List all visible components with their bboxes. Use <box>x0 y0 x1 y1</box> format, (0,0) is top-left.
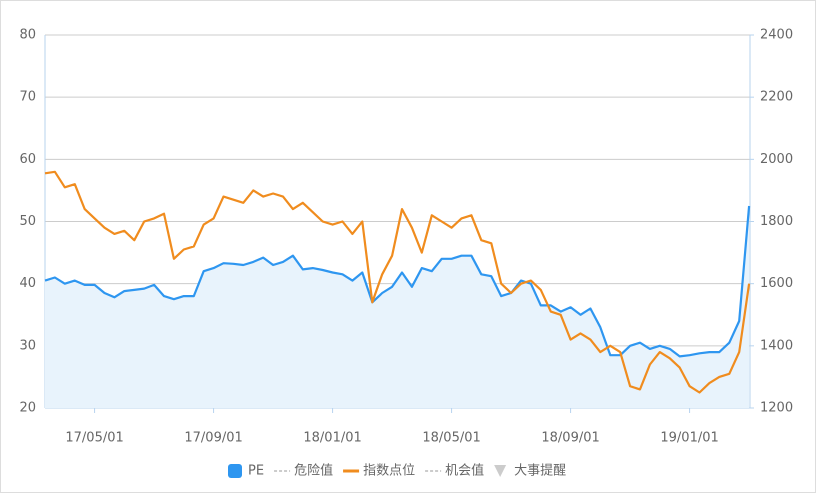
legend-text[interactable]: 机会值 <box>445 463 484 479</box>
y2-tick-label: 2400 <box>760 28 793 43</box>
y-tick-label: 80 <box>19 28 36 43</box>
y2-tick-label: 1600 <box>760 276 793 291</box>
y2-tick-label: 1800 <box>760 214 793 229</box>
y-tick-label: 70 <box>19 90 36 105</box>
x-tick-label: 18/05/01 <box>422 431 480 446</box>
line <box>44 205 751 358</box>
legend-text[interactable]: 危险值 <box>294 463 333 479</box>
y2-tick-label: 1400 <box>760 338 793 353</box>
x-tick-label: 18/09/01 <box>541 431 599 446</box>
y-tick-label: 40 <box>19 276 36 291</box>
y-tick-label: 30 <box>19 338 36 353</box>
y-tick-label: 20 <box>19 401 36 416</box>
y2-tick-label: 1200 <box>760 401 793 416</box>
y-tick-label: 60 <box>19 152 36 167</box>
x-tick-label: 19/01/01 <box>660 431 718 446</box>
x-tick-label: 17/05/01 <box>65 431 123 446</box>
x-tick-label: 18/01/01 <box>303 431 361 446</box>
line <box>44 170 751 394</box>
area <box>45 206 750 408</box>
x-tick-label: 17/09/01 <box>184 431 242 446</box>
legend-text[interactable]: PE <box>248 464 264 479</box>
legend-symbol <box>494 465 507 477</box>
legend-text[interactable]: 指数点位 <box>363 464 415 479</box>
y2-tick-label: 2000 <box>760 152 793 167</box>
legend-text[interactable]: 大事提醒 <box>514 463 566 479</box>
y2-tick-label: 2200 <box>760 90 793 105</box>
y-tick-label: 50 <box>19 214 36 229</box>
legend-symbol <box>228 464 242 478</box>
